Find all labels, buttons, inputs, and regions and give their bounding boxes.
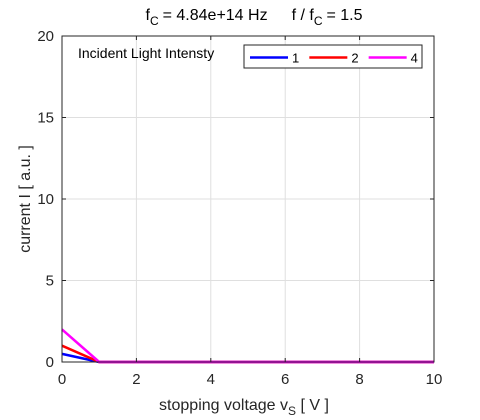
y-tick-label: 20: [37, 28, 54, 45]
legend-label-2: 2: [351, 51, 358, 66]
y-axis-label: current I [ a.u. ]: [17, 145, 34, 253]
ticks: 0 2 4 6 8 10 0 5 10 15 20: [37, 28, 442, 388]
series-layer: [61, 328, 434, 364]
series-line-2: [61, 344, 434, 364]
x-tick-label: 6: [281, 371, 289, 388]
x-tick-label: 8: [355, 371, 363, 388]
intensity-annotation: Incident Light Intensty: [78, 45, 214, 61]
x-tick-label: 2: [132, 371, 140, 388]
series-line-4: [61, 328, 434, 364]
legend-items: 1 2 4: [250, 51, 418, 66]
x-tick-label: 10: [426, 371, 443, 388]
x-tick-label: 0: [58, 371, 66, 388]
y-tick-label: 0: [46, 354, 54, 371]
y-tick-label: 5: [46, 273, 54, 290]
x-tick-label: 4: [207, 371, 215, 388]
x-axis-label: stopping voltage vS [ V ]: [159, 397, 329, 418]
legend-label-1: 1: [292, 51, 299, 66]
y-tick-label: 15: [37, 110, 54, 127]
grid: [61, 35, 435, 363]
chart-title: fC = 4.84e+14 Hz f / fC = 1.5: [145, 7, 362, 28]
legend-label-4: 4: [411, 51, 418, 66]
legend: 1 2 4: [243, 44, 423, 69]
y-tick-label: 10: [37, 191, 54, 208]
